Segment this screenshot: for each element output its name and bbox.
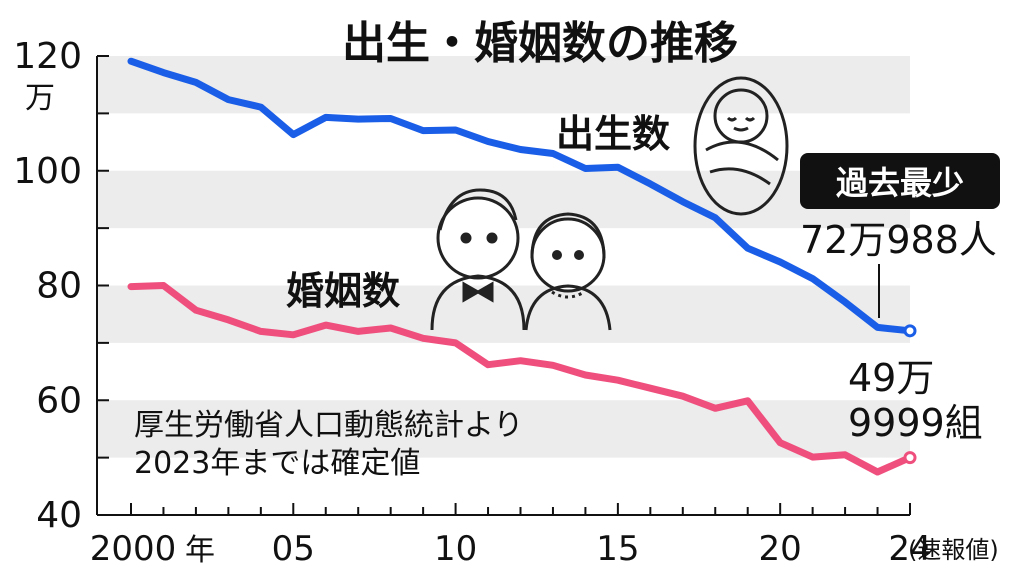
births-series-label: 出生数 — [556, 112, 670, 156]
source-note-line1: 厚生労働省人口動態統計より — [134, 408, 523, 443]
x-tick-label: 24 — [888, 529, 931, 569]
x-tick-labels: 2000 05 10 15 20 24 — [90, 529, 932, 569]
source-note-line2: 2023年までは確定値 — [134, 446, 420, 481]
x-preliminary-note: (速報値) — [908, 536, 999, 564]
badge-text: 過去最少 — [836, 164, 964, 202]
grid-band — [97, 285, 910, 343]
y-tick-label: 80 — [36, 266, 82, 307]
axes — [96, 55, 911, 516]
marriages-line-end-marker — [903, 451, 917, 465]
y-tick-label: 60 — [36, 380, 82, 421]
y-tick-label: 120 — [13, 36, 82, 77]
badge-background — [800, 153, 1000, 209]
x-year-suffix: 年 — [185, 533, 215, 568]
x-tick-label: 20 — [759, 529, 802, 569]
x-tick-label: 10 — [434, 529, 477, 569]
record-low-badge: 過去最少 — [800, 153, 1000, 209]
x-tick-label: 2000 — [90, 529, 177, 569]
y-unit-label: 万 — [25, 81, 55, 116]
births-2024-value: 72万988人 — [800, 218, 997, 262]
groom-icon — [430, 188, 526, 331]
y-tick-label: 40 — [36, 495, 82, 536]
marriages-2024-value-line2: 9999組 — [848, 401, 983, 445]
bride-icon — [524, 212, 612, 331]
marriages-line — [127, 282, 914, 476]
grid-band — [97, 400, 910, 458]
marriages-2024-value-line1: 49万 — [848, 356, 934, 400]
x-tick-label: 15 — [596, 529, 639, 569]
y-tick-label: 100 — [13, 151, 82, 192]
marriages-series-label: 婚姻数 — [286, 269, 400, 313]
births-line-end-marker — [903, 324, 917, 338]
series-lines — [127, 57, 917, 476]
births-line — [127, 57, 914, 335]
y-tick-labels: 40 60 80 100 120 — [13, 36, 82, 536]
x-tick-label: 05 — [272, 529, 315, 569]
chart-title: 出生・婚姻数の推移 — [342, 18, 738, 69]
baby-icon — [693, 76, 789, 216]
